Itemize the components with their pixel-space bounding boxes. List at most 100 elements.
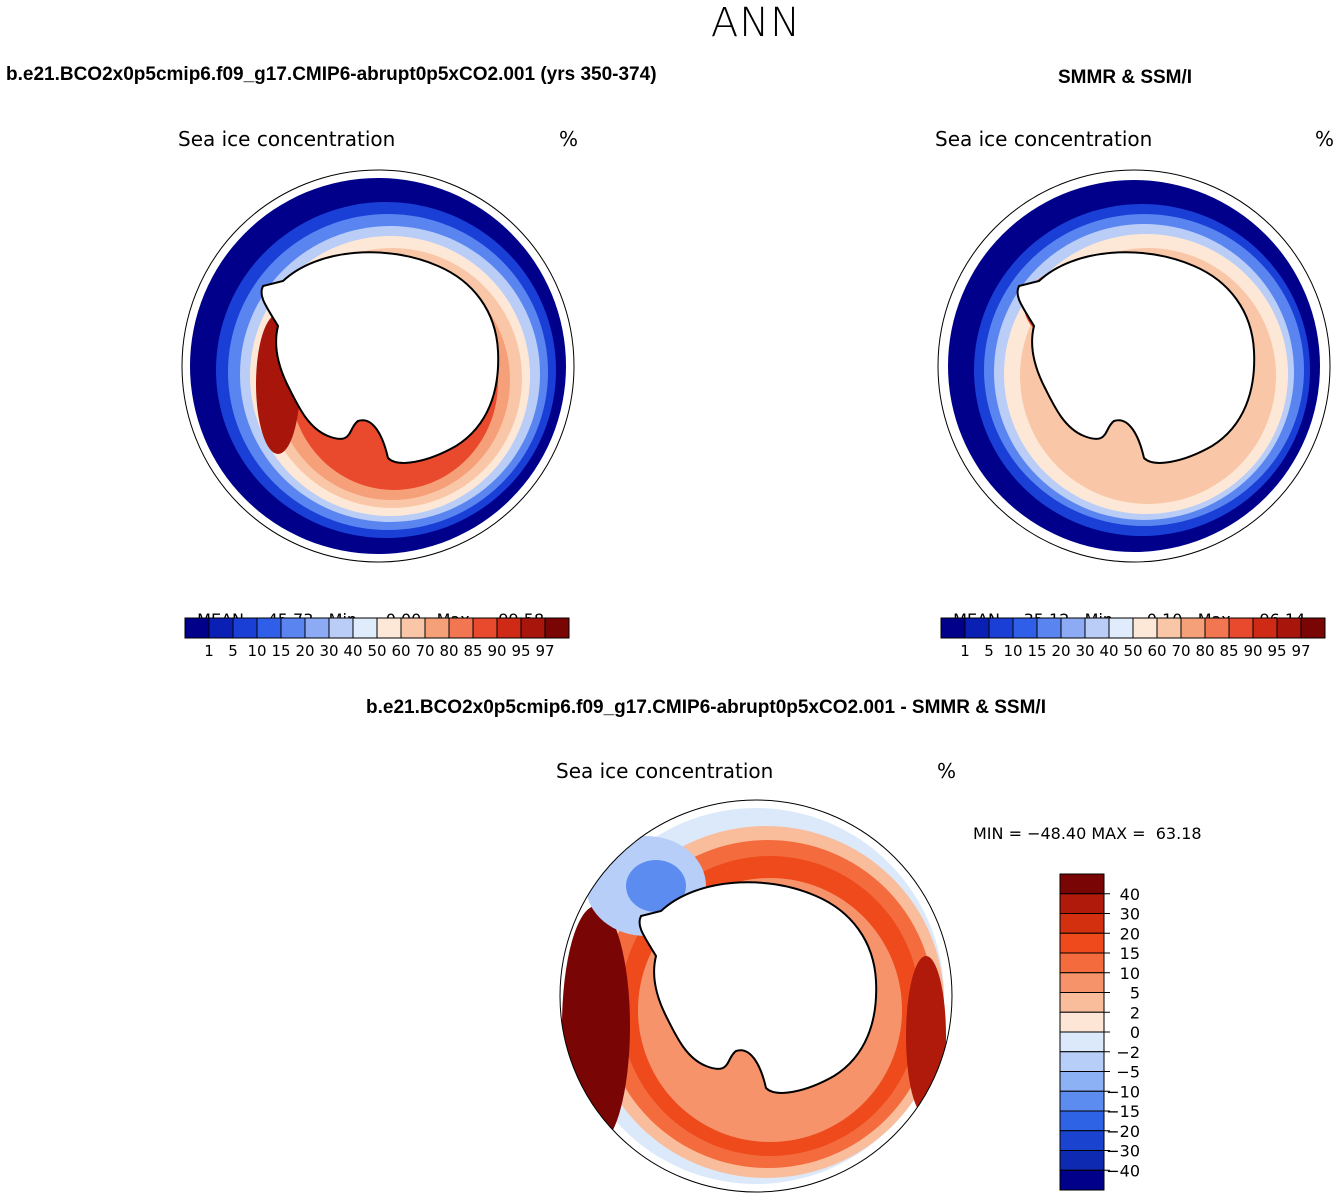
diff-colorbar-swatch-2 <box>1059 913 1105 934</box>
model-unit-label: % <box>559 127 579 151</box>
diff-colorbar-tick-label-6: 2 <box>1130 1003 1140 1022</box>
obs-colorbar-tick-label-2: 10 <box>1003 642 1022 660</box>
diff-colorbar-tick-label-4: 10 <box>1120 964 1140 983</box>
model-colorbar-swatch-7 <box>352 617 378 639</box>
obs-map-border <box>937 169 1331 563</box>
obs-colorbar-tick-label-0: 1 <box>960 642 970 660</box>
model-colorbar-swatch-9 <box>400 617 426 639</box>
obs-colorbar-swatch-13 <box>1252 617 1278 639</box>
model-colorbar-swatch-13 <box>496 617 522 639</box>
model-colorbar-tick-label-5: 30 <box>319 642 338 660</box>
diff-colorbar-swatch-11 <box>1059 1090 1105 1112</box>
diff-minmax: MIN = −48.40 MAX = 63.18 <box>973 824 1202 843</box>
diff-colorbar-tick-label-0: 40 <box>1120 885 1140 904</box>
model-polar-map <box>181 169 575 563</box>
obs-colorbar-swatch-9 <box>1156 617 1182 639</box>
model-colorbar-swatch-0 <box>184 617 210 639</box>
diff-polar-map <box>559 799 953 1193</box>
obs-antarctica-land <box>1016 251 1256 464</box>
diff-colorbar-tick-label-13: −30 <box>1106 1142 1140 1161</box>
model-antarctica-land <box>260 251 500 464</box>
obs-colorbar-tick-label-3: 15 <box>1027 642 1046 660</box>
model-colorbar-swatch-8 <box>376 617 402 639</box>
diff-colorbar-tick-label-12: −20 <box>1106 1122 1140 1141</box>
diff-band-6 <box>906 956 946 1116</box>
model-panel-title: b.e21.BCO2x0p5cmip6.f09_g17.CMIP6-abrupt… <box>6 64 657 85</box>
diff-colorbar-tick-label-5: 5 <box>1130 984 1140 1003</box>
obs-colorbar-tick-label-13: 95 <box>1267 642 1286 660</box>
diff-colorbar-tick-label-2: 20 <box>1120 924 1140 943</box>
diff-colorbar-swatch-4 <box>1059 952 1105 974</box>
model-colorbar-swatch-2 <box>232 617 258 639</box>
diff-colorbar-swatch-12 <box>1059 1110 1105 1132</box>
diff-colorbar-swatch-8 <box>1059 1031 1105 1053</box>
model-colorbar-tick-label-12: 90 <box>487 642 506 660</box>
diff-colorbar-swatch-14 <box>1059 1150 1105 1171</box>
model-colorbar-swatch-14 <box>520 617 546 639</box>
figure-title: ANN <box>710 0 802 46</box>
diff-antarctica-land <box>638 881 878 1094</box>
obs-colorbar-swatch-12 <box>1228 617 1254 639</box>
diff-colorbar-swatch-13 <box>1059 1130 1105 1151</box>
obs-colorbar-tick-label-1: 5 <box>984 642 994 660</box>
obs-colorbar-swatch-8 <box>1132 617 1158 639</box>
model-colorbar-tick-label-1: 5 <box>228 642 238 660</box>
obs-colorbar-tick-label-5: 30 <box>1075 642 1094 660</box>
obs-colorbar-tick-label-9: 70 <box>1171 642 1190 660</box>
obs-colorbar-swatch-4 <box>1036 617 1062 639</box>
diff-colorbar-tick-label-9: −5 <box>1116 1063 1140 1082</box>
diff-colorbar-tick-label-1: 30 <box>1120 905 1140 924</box>
obs-colorbar-tick-label-7: 50 <box>1123 642 1142 660</box>
obs-polar-map <box>937 169 1331 563</box>
obs-colorbar: 1 5 10 15 20 30 40 50 60 70 80 85 90 95 97 <box>940 617 1326 660</box>
diff-colorbar-swatch-5 <box>1059 972 1105 993</box>
diff-colorbar-tick-label-11: −15 <box>1106 1102 1140 1121</box>
obs-colorbar-swatch-10 <box>1180 617 1206 639</box>
model-colorbar-tick-label-10: 80 <box>439 642 458 660</box>
diff-colorbar-tick-label-7: 0 <box>1130 1023 1140 1042</box>
diff-band-9 <box>626 860 686 912</box>
model-colorbar-swatch-10 <box>424 617 450 639</box>
obs-colorbar-tick-label-8: 60 <box>1147 642 1166 660</box>
obs-colorbar-swatch-15 <box>1300 617 1326 639</box>
diff-map-border <box>559 799 953 1193</box>
diff-colorbar-swatch-7 <box>1059 1011 1105 1033</box>
diff-colorbar-swatch-6 <box>1059 992 1105 1013</box>
model-colorbar-tick-label-7: 50 <box>367 642 386 660</box>
model-colorbar-tick-label-2: 10 <box>247 642 266 660</box>
diff-colorbar-swatch-15 <box>1059 1169 1105 1191</box>
obs-colorbar-tick-label-6: 40 <box>1099 642 1118 660</box>
diff-colorbar-tick-label-14: −40 <box>1106 1161 1140 1180</box>
obs-colorbar-swatch-2 <box>988 617 1014 639</box>
obs-unit-label: % <box>1315 127 1335 151</box>
obs-colorbar-swatch-0 <box>940 617 966 639</box>
model-colorbar-tick-label-11: 85 <box>463 642 482 660</box>
model-colorbar-tick-label-0: 1 <box>204 642 214 660</box>
diff-panel-title: b.e21.BCO2x0p5cmip6.f09_g17.CMIP6-abrupt… <box>366 697 1046 718</box>
model-colorbar-swatch-1 <box>208 617 234 639</box>
model-colorbar-tick-label-13: 95 <box>511 642 530 660</box>
model-map-border <box>181 169 575 563</box>
diff-colorbar-swatch-9 <box>1059 1051 1105 1072</box>
obs-colorbar-tick-label-11: 85 <box>1219 642 1238 660</box>
model-colorbar-tick-label-6: 40 <box>343 642 362 660</box>
model-colorbar-tick-label-8: 60 <box>391 642 410 660</box>
obs-colorbar-tick-label-10: 80 <box>1195 642 1214 660</box>
obs-panel-title: SMMR & SSM/I <box>1058 67 1193 88</box>
diff-unit-label: % <box>937 759 957 783</box>
obs-colorbar-swatch-5 <box>1060 617 1086 639</box>
model-colorbar-swatch-6 <box>328 617 354 639</box>
obs-colorbar-swatch-14 <box>1276 617 1302 639</box>
diff-colorbar-tick-label-3: 15 <box>1120 944 1140 963</box>
model-colorbar-swatch-4 <box>280 617 306 639</box>
model-field-label: Sea ice concentration <box>178 127 396 151</box>
model-colorbar-swatch-15 <box>544 617 570 639</box>
obs-colorbar-tick-label-14: 97 <box>1291 642 1310 660</box>
obs-colorbar-swatch-6 <box>1084 617 1110 639</box>
diff-colorbar-swatch-1 <box>1059 893 1105 914</box>
model-colorbar-swatch-12 <box>472 617 498 639</box>
diff-colorbar-tick-label-8: −2 <box>1116 1043 1140 1062</box>
diff-colorbar-tick-label-10: −10 <box>1106 1082 1140 1101</box>
obs-colorbar-tick-label-12: 90 <box>1243 642 1262 660</box>
obs-colorbar-swatch-11 <box>1204 617 1230 639</box>
